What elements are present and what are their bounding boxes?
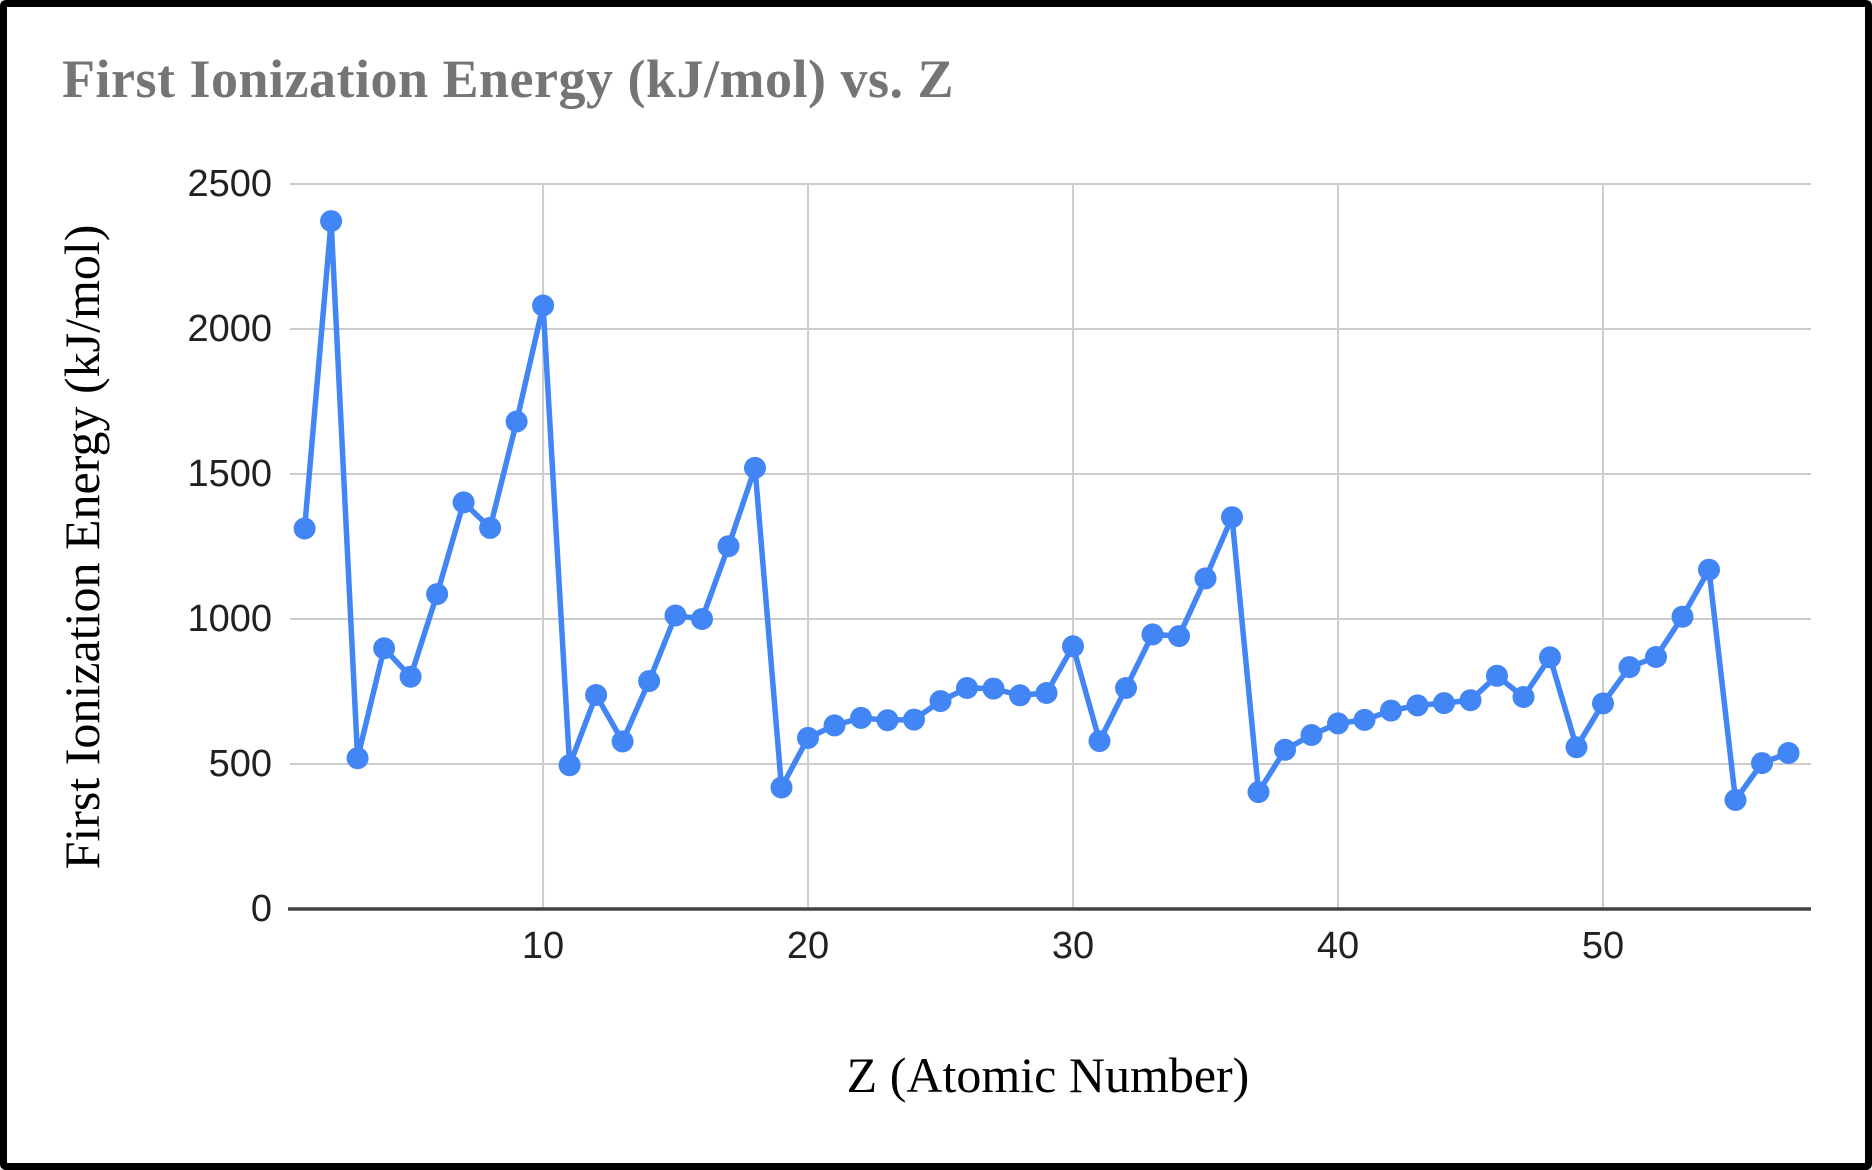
data-point	[982, 677, 1005, 700]
data-point	[1062, 635, 1084, 658]
x-tick-label: 20	[787, 925, 829, 967]
data-point	[823, 714, 846, 737]
data-point	[1300, 724, 1323, 746]
data-point	[1724, 789, 1747, 811]
y-tick-label: 1500	[187, 453, 272, 495]
data-point	[1618, 656, 1641, 679]
chart-title: First Ionization Energy (kJ/mol) vs. Z	[62, 49, 954, 109]
data-point	[558, 754, 581, 777]
data-point	[1327, 712, 1349, 735]
data-point	[1035, 682, 1058, 704]
data-point	[1141, 623, 1164, 646]
data-point	[1751, 752, 1773, 775]
data-point	[1380, 699, 1402, 722]
data-point	[585, 684, 608, 706]
data-point	[1698, 558, 1720, 581]
data-point	[532, 294, 555, 317]
data-point	[399, 665, 422, 688]
data-point	[1168, 625, 1190, 648]
y-tick-label: 2000	[187, 308, 272, 350]
data-point	[876, 709, 899, 732]
data-point	[850, 706, 872, 729]
data-point	[1539, 646, 1561, 669]
data-point	[744, 456, 766, 479]
data-point	[903, 708, 925, 731]
x-tick-label: 30	[1052, 925, 1094, 967]
data-point	[691, 608, 713, 630]
x-tick-label: 50	[1582, 925, 1624, 967]
data-point	[717, 535, 740, 558]
data-point	[1274, 738, 1296, 761]
series-line	[301, 220, 1790, 808]
data-point	[1671, 605, 1694, 628]
data-point	[346, 747, 369, 770]
data-point	[479, 516, 502, 539]
data-point	[1009, 684, 1031, 707]
data-point	[426, 583, 449, 606]
x-tick-label: 40	[1317, 925, 1359, 967]
data-point	[1221, 506, 1243, 529]
data-point	[929, 690, 952, 713]
y-tick-label: 500	[209, 743, 272, 785]
y-tick-label: 0	[251, 888, 272, 930]
data-point	[1115, 677, 1137, 699]
data-point	[1777, 742, 1800, 764]
data-point	[1592, 692, 1614, 715]
data-point	[293, 517, 316, 540]
data-point	[1512, 686, 1535, 708]
data-point	[1565, 736, 1588, 759]
data-point	[664, 604, 687, 627]
data-point	[320, 210, 343, 233]
data-point	[452, 491, 475, 514]
data-point	[1406, 694, 1429, 717]
y-tick-label: 2500	[187, 163, 272, 205]
x-tick-label: 10	[522, 925, 564, 967]
data-point	[1486, 664, 1508, 687]
data-point	[373, 637, 396, 660]
data-point	[1088, 730, 1111, 753]
data-point	[1194, 567, 1217, 590]
data-point	[1645, 646, 1667, 668]
data-point	[1353, 708, 1376, 731]
data-point	[1459, 689, 1482, 712]
data-point	[611, 730, 634, 753]
y-tick-label: 1000	[187, 598, 272, 640]
data-point	[1433, 692, 1455, 715]
data-point	[770, 776, 793, 799]
data-point	[956, 677, 978, 699]
data-point	[505, 410, 528, 433]
data-point	[1247, 781, 1270, 804]
x-axis-title: Z (Atomic Number)	[846, 1047, 1250, 1103]
data-point	[638, 670, 661, 693]
data-point	[797, 726, 819, 749]
